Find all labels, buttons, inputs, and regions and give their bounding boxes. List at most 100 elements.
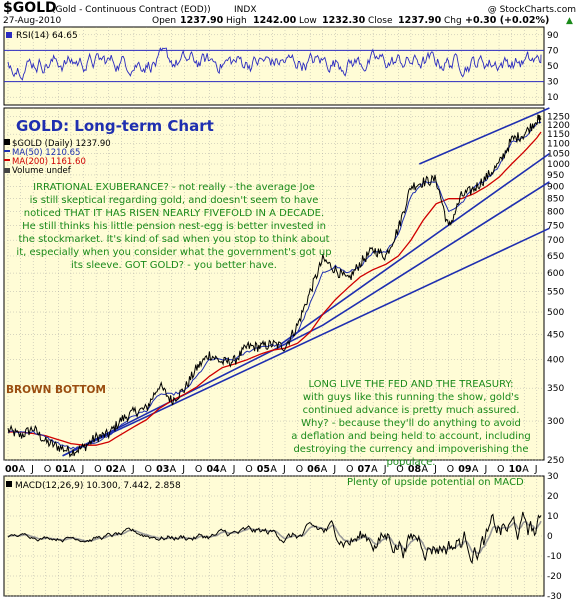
rsi-y-tick: 10 [547,93,559,103]
x-tick-label: 00 [5,464,19,475]
x-tick-label: A [220,464,227,475]
legend-swatch-volume [4,168,10,173]
annotation-top-line-2: is still skeptical regarding gold, and d… [30,195,319,206]
chg-value: +0.30 (+0.02%) [465,15,549,26]
annotation-bottom: LONG LIVE THE FED AND THE TREASURY: with… [291,379,530,468]
price-y-tick: 300 [547,417,564,427]
x-tick-label: O [296,464,303,475]
macd-panel: MACD(12,26,9) 10.300, 7.442, 2.858 Plent… [3,472,562,600]
rsi-y-tick: 30 [547,78,559,88]
x-tick-label: 09 [458,464,471,475]
price-y-tick: 1000 [547,160,570,170]
annotation-top-line-4: He still thinks his little pension nest-… [22,221,326,232]
annotation-bottom-line-7: populace. [387,457,436,468]
macd-y-tick: -30 [547,592,562,600]
x-tick-label: O [44,464,51,475]
x-tick-label: J [81,464,85,475]
x-tick-label: J [282,464,286,475]
macd-y-tick: 0 [547,532,553,542]
annotation-top-line-7: its sleeve. GOT GOLD? - you better have. [71,260,277,271]
price-legend: $GOLD (Daily) 1237.90 MA(50) 1210.65 MA(… [4,139,111,176]
legend-swatch-gold [4,139,10,145]
open-value: 1237.90 [180,15,224,26]
macd-y-tick: 20 [547,492,559,502]
annotation-bottom-line-4: Why? - because they'll do anything to av… [301,418,521,429]
macd-y-tick: 30 [547,472,559,482]
x-tick-label: 06 [307,464,321,475]
legend-swatch-ma200 [4,159,10,161]
rsi-reference-lines [4,49,544,83]
x-tick-label: J [232,464,236,475]
trendline [418,107,550,165]
trendlines [62,107,550,457]
rsi-y-tick: 70 [547,46,559,56]
annotation-top-line-1: IRRATIONAL EXUBERANCE? - not really - th… [33,182,315,193]
price-y-tick: 700 [547,236,564,246]
price-y-tick: 950 [547,171,564,181]
annotation-bottom-line-3: continued advance is pretty much assured… [303,405,520,416]
x-tick-label: O [497,464,504,475]
price-panel: 250 300 350 400 450 500 550 600 650 700 750 800 850 9… [3,107,570,468]
macd-grid [4,475,544,597]
rsi-legend-swatch [6,32,12,38]
x-tick-label: 05 [257,464,270,475]
macd-y-tick: -20 [547,572,562,582]
x-tick-label: A [421,464,428,475]
x-tick-label: J [131,464,135,475]
x-tick-label: J [332,464,336,475]
rsi-series-line [7,47,542,81]
price-y-tick: 250 [547,456,564,466]
x-tick-label: 04 [206,464,220,475]
annotation-top-line-5: the stockmarket. It's kind of sad when y… [18,234,329,245]
macd-legend-swatch [6,481,12,487]
price-y-tick: 500 [547,308,564,318]
price-y-tick: 600 [547,269,564,279]
annotation-bottom-line-6: destroying the currency and impoverishin… [293,444,528,455]
close-label: Close [368,16,393,26]
rsi-title: RSI(14) 64.65 [16,31,78,41]
high-value: 1242.00 [253,15,297,26]
x-tick-label: A [19,464,26,475]
x-tick-label: 07 [358,464,371,475]
price-y-tick: 400 [547,356,564,366]
annotation-bottom-line-5: a deflation and being held to account, i… [291,431,530,442]
rsi-y-tick-labels: 10 30 50 70 90 [547,31,559,103]
x-tick-label: J [534,464,538,475]
open-label: Open [152,16,176,26]
x-tick-labels: 00 A J O 01 A J O 02 A J O 03 A J O 04 A J O 05 A J O 06 A J O 07 A J O… [5,464,538,475]
macd-annotation: Plenty of upside potential on MACD [347,477,524,488]
legend-gold: $GOLD (Daily) 1237.90 [12,139,111,149]
price-y-tick: 1150 [547,130,570,140]
price-y-tick: 450 [547,331,564,341]
price-y-tick-labels: 250 300 350 400 450 500 550 600 650 700 750 800 850 9… [547,112,570,466]
exchange: INDX [234,5,256,15]
quote-date: 27-Aug-2010 [3,16,62,26]
price-y-tick: 1200 [547,121,570,131]
annotation-brown-bottom: BROWN BOTTOM [6,384,106,396]
price-y-tick: 900 [547,183,564,193]
price-grid [4,108,544,461]
price-y-tick: 1250 [547,112,570,122]
chart-header: $GOLD (Gold - Continuous Contract (EOD))… [3,0,576,26]
x-tick-label: A [472,464,479,475]
rsi-grid [4,27,544,105]
x-tick-label: O [447,464,454,475]
trendline [62,227,550,457]
x-tick-label: J [30,464,34,475]
rsi-y-tick: 50 [547,62,559,72]
x-tick-label: 01 [55,464,68,475]
macd-line [7,511,542,565]
low-label: Low [299,16,317,26]
x-tick-label: O [346,464,353,475]
rsi-panel: RSI(14) 64.65 10 30 50 70 90 [3,26,559,106]
price-y-tick: 1050 [547,150,570,160]
x-tick-label: A [69,464,76,475]
price-y-tick: 800 [547,208,564,218]
price-line [7,114,542,458]
legend-ma200: MA(200) 1161.60 [12,157,86,167]
x-tick-label: 02 [106,464,119,475]
price-plot-area [3,107,545,461]
trendline [280,152,550,345]
annotation-top: IRRATIONAL EXUBERANCE? - not really - th… [16,182,331,271]
annotation-top-line-3: noticed THAT IT HAS RISEN NEARLY FIVEFOL… [24,208,324,219]
